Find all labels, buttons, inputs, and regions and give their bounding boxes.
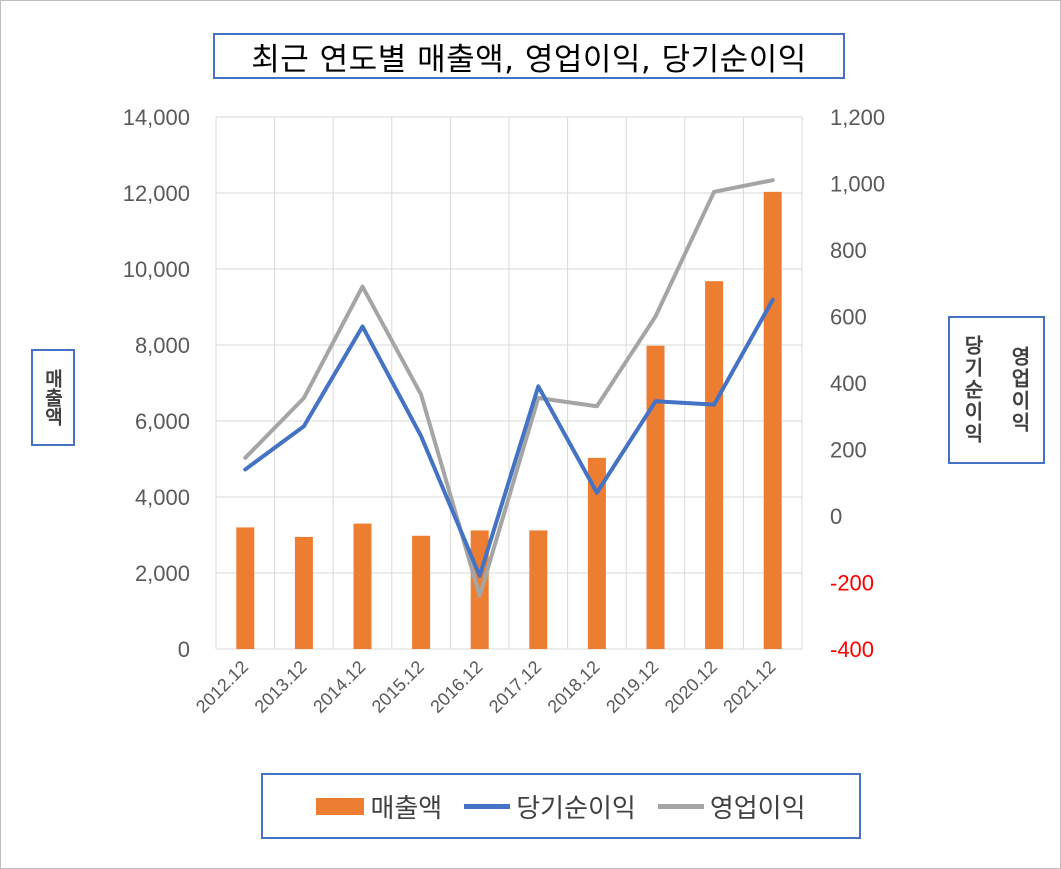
left-tick-label: 2,000 <box>135 561 190 586</box>
left-tick-label: 0 <box>178 637 190 662</box>
right-tick-label: -400 <box>830 637 874 662</box>
left-tick-label: 10,000 <box>123 257 190 282</box>
x-tick-label: 2012.12 <box>192 657 252 717</box>
right-axis-label-operating-income: 영업이익 <box>1007 346 1032 434</box>
right-tick-label: 800 <box>830 238 867 263</box>
legend-swatch-revenue <box>316 797 365 815</box>
right-axis-label-net-income: 당기순이익 <box>960 335 985 445</box>
left-axis-label: 매출액 <box>31 349 75 446</box>
revenue-bar <box>646 345 665 649</box>
left-axis-ticks: 14,000 12,000 10,000 8,000 6,000 4,000 2,000 0 <box>123 105 190 662</box>
chart-title: 최근 연도별 매출액, 영업이익, 당기순이익 <box>213 33 845 79</box>
operating-income-line <box>243 178 775 598</box>
right-tick-label: -200 <box>830 571 874 596</box>
legend-swatch-net-income <box>464 803 511 809</box>
left-tick-label: 12,000 <box>123 181 190 206</box>
right-tick-label: 400 <box>830 371 867 396</box>
left-tick-label: 14,000 <box>123 105 190 130</box>
right-tick-label: 200 <box>830 438 867 463</box>
x-tick-label: 2019.12 <box>602 657 662 717</box>
x-tick-label: 2016.12 <box>426 657 486 717</box>
legend-swatch-operating-income <box>657 803 704 809</box>
revenue-bars <box>236 191 782 650</box>
left-tick-label: 4,000 <box>135 485 190 510</box>
right-tick-label: 1,000 <box>830 172 885 197</box>
revenue-bar <box>353 523 372 649</box>
right-axis-ticks: 1,200 1,000 800 600 400 200 0 -200 -400 <box>830 105 885 662</box>
legend-item-revenue: 매출액 <box>316 788 442 825</box>
revenue-bar <box>294 536 313 649</box>
income-lines <box>243 178 775 598</box>
left-tick-label: 8,000 <box>135 333 190 358</box>
x-axis-ticks: 2012.122013.122014.122015.122016.122017.… <box>192 657 780 717</box>
legend-item-net-income: 당기순이익 <box>464 788 636 825</box>
x-tick-label: 2015.12 <box>368 657 428 717</box>
x-tick-label: 2018.12 <box>544 657 604 717</box>
x-tick-label: 2020.12 <box>661 657 721 717</box>
x-tick-label: 2021.12 <box>719 657 779 717</box>
legend-label-operating-income: 영업이익 <box>709 793 806 824</box>
x-tick-label: 2017.12 <box>485 657 545 717</box>
left-tick-label: 6,000 <box>135 409 190 434</box>
right-tick-label: 1,200 <box>830 105 885 130</box>
revenue-bar <box>587 457 606 649</box>
revenue-bar <box>529 530 548 649</box>
revenue-bar <box>705 281 724 649</box>
legend-label-net-income: 당기순이익 <box>516 793 636 824</box>
revenue-bar <box>412 535 431 649</box>
right-tick-label: 600 <box>830 305 867 330</box>
revenue-bar <box>763 191 782 650</box>
legend-label-revenue: 매출액 <box>370 793 443 824</box>
revenue-bar <box>236 527 255 649</box>
right-axis-label-box: 당기순이익 영업이익 <box>948 316 1045 464</box>
net-income-line <box>243 297 775 578</box>
x-tick-label: 2013.12 <box>251 657 311 717</box>
legend: 매출액 당기순이익 영업이익 <box>261 773 861 839</box>
x-tick-label: 2014.12 <box>309 657 369 717</box>
legend-item-operating-income: 영업이익 <box>657 788 806 825</box>
right-tick-label: 0 <box>830 504 842 529</box>
